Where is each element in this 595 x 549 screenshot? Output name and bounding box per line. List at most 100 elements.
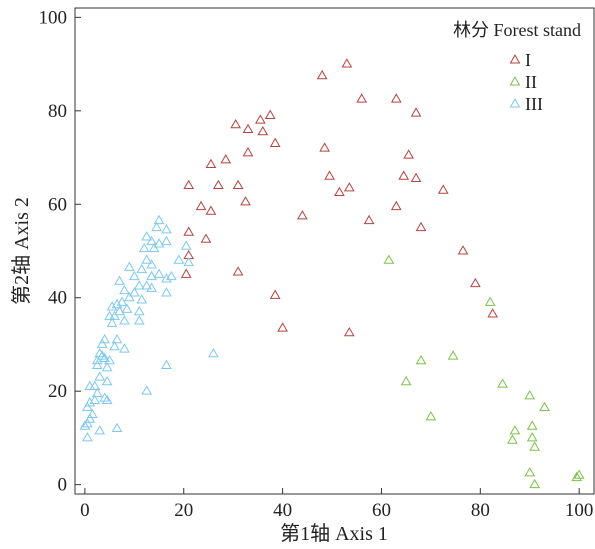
data-point (180, 240, 192, 250)
data-point (529, 478, 541, 489)
data-point (141, 231, 153, 241)
data-point (410, 172, 422, 183)
data-point (415, 354, 427, 365)
data-point (526, 420, 538, 430)
data-point (161, 235, 172, 246)
data-point (94, 425, 106, 435)
data-point (161, 224, 172, 234)
data-point (180, 268, 192, 278)
data-point (269, 289, 281, 299)
data-point (106, 301, 118, 311)
data-point (383, 254, 395, 264)
data-point (161, 273, 172, 283)
data-point (316, 69, 328, 80)
data-point (99, 333, 111, 344)
data-point (119, 343, 130, 353)
y-tick-label: 40 (48, 288, 67, 309)
data-point (116, 296, 128, 306)
data-point (101, 361, 113, 372)
data-point (240, 196, 251, 206)
data-point (111, 298, 123, 309)
data-point (133, 280, 145, 290)
data-point (390, 93, 402, 103)
data-point (571, 471, 583, 482)
data-point (539, 401, 550, 412)
data-point (390, 200, 402, 211)
series-III (79, 214, 219, 442)
data-point (509, 425, 521, 435)
data-point (573, 469, 585, 479)
data-point (91, 354, 103, 365)
x-tick-label: 100 (565, 500, 594, 521)
data-point (119, 315, 130, 325)
data-point (81, 401, 93, 412)
data-point (146, 282, 157, 292)
data-point (96, 350, 108, 360)
data-point (524, 390, 536, 400)
data-point (79, 420, 91, 430)
data-point (484, 296, 496, 306)
data-point (84, 413, 96, 423)
data-point (153, 238, 165, 248)
data-point (136, 294, 148, 304)
data-point (166, 270, 177, 281)
data-point (121, 303, 133, 313)
data-point (470, 277, 481, 288)
data-point (114, 305, 125, 316)
x-axis-title: 第1轴 Axis 1 (280, 522, 388, 545)
data-point (400, 376, 412, 386)
data-point (205, 158, 217, 169)
y-tick-label: 80 (48, 101, 67, 122)
data-point (153, 214, 165, 225)
data-point (343, 182, 355, 192)
data-point (277, 322, 288, 332)
data-point (437, 184, 449, 194)
data-point (297, 210, 308, 220)
data-point (363, 214, 375, 225)
data-point (136, 263, 148, 274)
data-point (232, 179, 244, 190)
data-point (183, 256, 195, 267)
data-point (524, 467, 536, 477)
data-point (410, 107, 422, 117)
legend-marker (509, 76, 521, 86)
data-point (91, 387, 103, 397)
data-point (124, 261, 135, 271)
plot-frame (74, 7, 595, 495)
data-point (507, 434, 518, 444)
data-point (146, 235, 157, 246)
data-point (94, 347, 106, 358)
data-point (111, 333, 123, 344)
data-point (487, 308, 499, 318)
x-axis-ticks: 0 20 40 60 80 100 (80, 488, 593, 521)
data-point (212, 179, 224, 190)
data-point (425, 411, 437, 421)
x-tick-label: 80 (471, 500, 490, 521)
data-point (119, 284, 130, 295)
data-point (111, 422, 123, 433)
data-point (104, 354, 115, 365)
data-point (141, 385, 153, 395)
legend-marker (509, 54, 521, 64)
data-point (341, 58, 353, 68)
data-point (161, 359, 172, 369)
data-point (141, 254, 153, 264)
data-point (128, 270, 140, 281)
data-point (334, 186, 345, 197)
data-point (497, 378, 508, 388)
data-point (133, 305, 145, 316)
data-point (101, 394, 113, 405)
data-point (220, 154, 232, 164)
data-point (153, 268, 165, 278)
data-point (415, 221, 427, 232)
data-point (257, 126, 269, 136)
data-point (146, 259, 157, 269)
data-point (319, 142, 330, 152)
data-point (208, 347, 219, 358)
legend-label: II (525, 72, 537, 92)
y-axis-title: 第2轴 Axis 2 (10, 197, 33, 305)
x-tick-label: 60 (372, 500, 391, 521)
data-point (242, 123, 254, 133)
